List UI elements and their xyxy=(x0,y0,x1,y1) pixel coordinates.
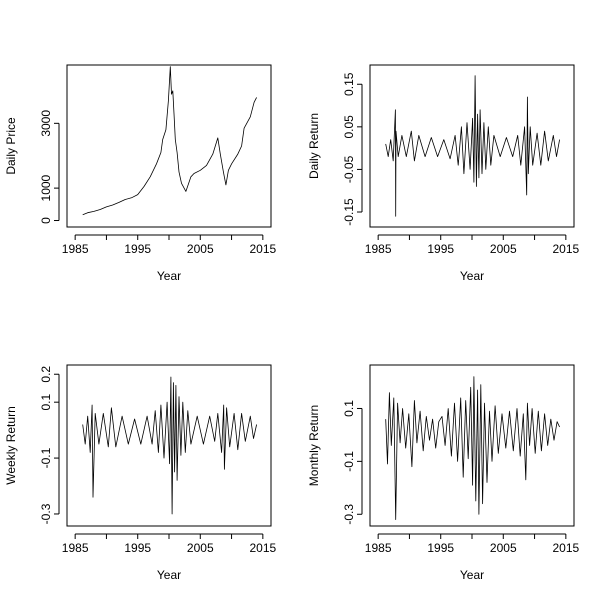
y-tick-label: 0 xyxy=(39,217,53,224)
y-tick-label: 0.1 xyxy=(39,394,53,411)
plot-frame xyxy=(369,364,575,527)
panel-4: 1985 1995 2005 2015 -0.3 -0.1 0.1 Year Monthly R… xyxy=(307,364,580,582)
x-tick-label: 1995 xyxy=(124,242,151,256)
panel-3: 1985 1995 2005 2015 -0.3 -0.1 0.1 0.2 Year Weekly… xyxy=(4,364,277,582)
x-tick-label: 2015 xyxy=(249,541,276,555)
plot-frame xyxy=(66,64,272,228)
y-tick-label: 0.05 xyxy=(342,115,356,139)
y-tick-label: 0.2 xyxy=(39,366,53,383)
x-tick-label: 2015 xyxy=(552,242,579,256)
plot-frame xyxy=(369,64,575,228)
y-tick-label: -0.3 xyxy=(342,504,356,525)
y-tick-label: 1000 xyxy=(39,174,53,201)
x-tick-label: 1985 xyxy=(365,541,392,555)
y-tick-label: 0.15 xyxy=(342,72,356,96)
y-tick-label: -0.3 xyxy=(39,503,53,524)
y-tick-label: -0.15 xyxy=(342,198,356,226)
panel-1: 1985 1995 2005 2015 0 1000 3000 Year Daily Price xyxy=(4,64,277,283)
y-tick-label: -0.1 xyxy=(39,447,53,468)
y-tick-label: -0.05 xyxy=(342,155,356,183)
y-tick-label: -0.1 xyxy=(342,451,356,472)
x-tick-label: 1985 xyxy=(62,541,89,555)
y-tick-label: 3000 xyxy=(39,110,53,137)
x-axis-title: Year xyxy=(157,269,181,283)
y-axis-title: Daily Return xyxy=(307,113,321,179)
x-tick-label: 2005 xyxy=(187,242,214,256)
x-tick-label: 2005 xyxy=(490,541,517,555)
x-tick-label: 2005 xyxy=(187,541,214,555)
x-axis-title: Year xyxy=(460,568,484,582)
x-tick-label: 2015 xyxy=(552,541,579,555)
series-line-3 xyxy=(82,376,257,515)
x-tick-label: 1995 xyxy=(427,242,454,256)
series-line-4 xyxy=(385,376,560,520)
y-tick-label: 0.1 xyxy=(342,400,356,417)
y-axis-title: Monthly Return xyxy=(307,405,321,486)
series-line-1 xyxy=(82,66,257,216)
x-axis-title: Year xyxy=(157,568,181,582)
x-axis-title: Year xyxy=(460,269,484,283)
x-tick-label: 1995 xyxy=(427,541,454,555)
x-tick-label: 1985 xyxy=(365,242,392,256)
x-tick-label: 2015 xyxy=(249,242,276,256)
y-axis-title: Daily Price xyxy=(4,117,18,175)
x-tick-label: 2005 xyxy=(490,242,517,256)
series-line-2 xyxy=(385,75,560,217)
x-tick-label: 1995 xyxy=(124,541,151,555)
panel-2: 1985 1995 2005 2015 -0.15 -0.05 0.05 0.15 Year Da… xyxy=(307,64,580,283)
plot-frame xyxy=(66,364,272,527)
y-axis-title: Weekly Return xyxy=(4,406,18,484)
x-tick-label: 1985 xyxy=(62,242,89,256)
